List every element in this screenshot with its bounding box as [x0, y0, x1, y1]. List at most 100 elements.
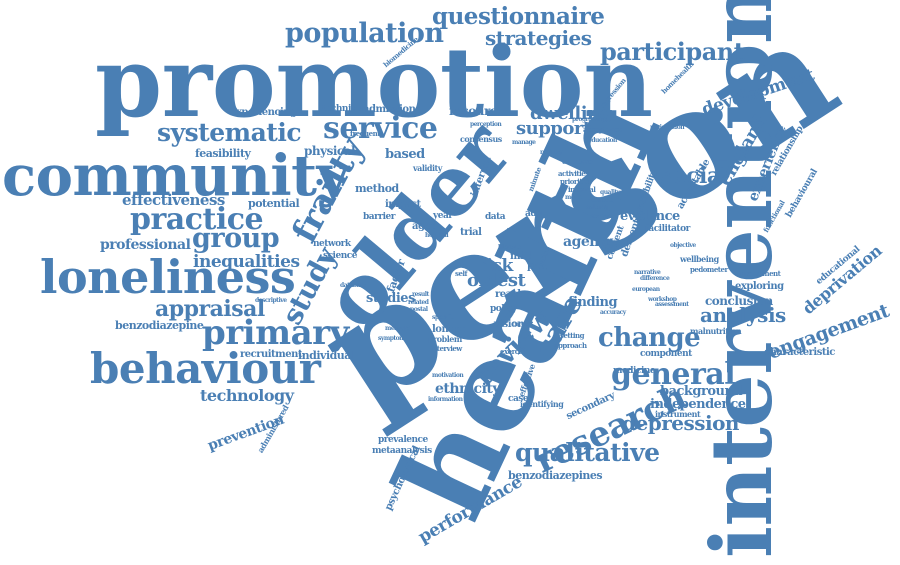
- word-descriptive: descriptive: [255, 297, 287, 304]
- word-consensus: consensus: [460, 134, 502, 144]
- word-technology: technology: [200, 386, 294, 405]
- word-population: population: [285, 18, 444, 49]
- word-evidence: evidence: [620, 209, 680, 224]
- word-studies: studies: [366, 291, 415, 306]
- word-mild: mild: [510, 251, 534, 262]
- word-resource: resource: [449, 104, 504, 118]
- word-effectiveness: effectiveness: [122, 191, 225, 209]
- word-service: service: [323, 111, 438, 146]
- word-validity: validity: [413, 163, 442, 173]
- word-physical: physical: [304, 144, 356, 158]
- word-impact: impact: [385, 199, 421, 210]
- word-difference: difference: [640, 275, 670, 282]
- word-social: social: [660, 163, 729, 189]
- word-motivation: motivation: [432, 372, 464, 379]
- word-postal: postal: [410, 306, 428, 313]
- word-lifestyle: lifestyle: [498, 244, 521, 251]
- word-primary: primary: [202, 313, 349, 353]
- word-technique: technique: [322, 104, 368, 114]
- word-specific: specific: [432, 314, 454, 321]
- word-programme: programme: [572, 116, 607, 123]
- word-benzodiazepines: benzodiazepines: [508, 469, 603, 482]
- word-professional: professional: [100, 237, 191, 253]
- word-independence: independence: [650, 397, 746, 412]
- word-exploring: exploring: [735, 281, 784, 292]
- word-change: change: [598, 323, 701, 353]
- word-ethnicity: ethnicity: [435, 381, 501, 397]
- word-general: general: [611, 357, 736, 392]
- word-benzodiazepine: benzodiazepine: [115, 319, 204, 332]
- word-ageing: ageing: [563, 234, 614, 250]
- word-frequent: frequent: [350, 129, 380, 138]
- word-policy: policy: [490, 304, 517, 314]
- word-individual: individual: [298, 349, 355, 362]
- word-result: result: [412, 291, 429, 298]
- word-questionnaire: questionnaire: [432, 3, 605, 30]
- word-registry: registry: [540, 149, 563, 156]
- word-model: model: [565, 194, 584, 201]
- word-aged: aged: [412, 221, 437, 232]
- word-reach: reach: [495, 289, 524, 300]
- word-outcome: outcome: [562, 157, 593, 166]
- word-dwelling: dwelling: [530, 103, 612, 124]
- word-quality: quality: [600, 189, 620, 196]
- word-manage: manage: [512, 139, 536, 146]
- word-assessment: assessment: [655, 301, 689, 308]
- word-information: information: [428, 396, 463, 403]
- word-prevalence: prevalence: [378, 435, 428, 445]
- word-participant: participant: [600, 37, 745, 66]
- word-exercise: exercise: [500, 347, 529, 356]
- word-network: network: [313, 239, 351, 249]
- word-involvement: involvement: [738, 269, 781, 278]
- word-method: method: [355, 182, 399, 195]
- word-metaanalysis: metaanalysis: [372, 446, 432, 456]
- word-conclusion: conclusion: [705, 294, 773, 308]
- word-behaviour: behaviour: [90, 344, 321, 393]
- word-activities: activities: [558, 169, 589, 178]
- word-level: level: [450, 208, 464, 215]
- word-finding: finding: [568, 295, 618, 310]
- word-strategies: strategies: [485, 26, 592, 50]
- word-education: education: [588, 137, 617, 144]
- word-potential: potential: [248, 197, 300, 210]
- word-trial: trial: [460, 227, 482, 238]
- word-identifying: identifying: [520, 399, 564, 409]
- word-symptom: symptom: [378, 335, 406, 342]
- word-objective: objective: [670, 242, 696, 249]
- word-european: european: [632, 286, 660, 293]
- word-pain: pain: [527, 261, 550, 272]
- word-narrative: narrative: [634, 269, 661, 276]
- word-registration: registration: [650, 124, 685, 131]
- word-experiencing: experiencing: [230, 107, 297, 118]
- word-risk: risk: [478, 256, 513, 276]
- word-case: case: [508, 394, 529, 404]
- word-support: support: [516, 118, 591, 139]
- word-depression: depression: [622, 411, 739, 435]
- word-background: background: [660, 384, 743, 399]
- word-adult: adult: [525, 209, 549, 219]
- word-accuracy: accuracy: [600, 309, 626, 316]
- word-measure: measure: [385, 325, 411, 332]
- word-component: component: [640, 349, 692, 359]
- word-acceptance: acceptance: [583, 125, 622, 134]
- word-data: data: [485, 212, 506, 222]
- word-hospital: hospital: [425, 232, 449, 239]
- word-analysis: analysis: [700, 303, 786, 327]
- word-medicine: medicine: [613, 366, 656, 376]
- word-group: group: [192, 223, 280, 254]
- word-vision: vision: [494, 319, 524, 330]
- word-qualitative: qualitative: [515, 438, 660, 467]
- word-feasibility: feasibility: [195, 147, 251, 160]
- word-self: self: [455, 269, 468, 278]
- word-database: database: [340, 282, 367, 289]
- word-malnutrition: malnutrition: [690, 326, 742, 336]
- word-promotion: promotion: [95, 26, 653, 139]
- word-year: year: [433, 211, 453, 221]
- word-based: based: [385, 147, 425, 162]
- word-priorities: priorities: [560, 177, 592, 186]
- word-community: community: [2, 143, 349, 209]
- word-systematic: systematic: [157, 118, 302, 147]
- word-barrier: barrier: [363, 212, 396, 222]
- word-wellbeing: wellbeing: [680, 254, 719, 264]
